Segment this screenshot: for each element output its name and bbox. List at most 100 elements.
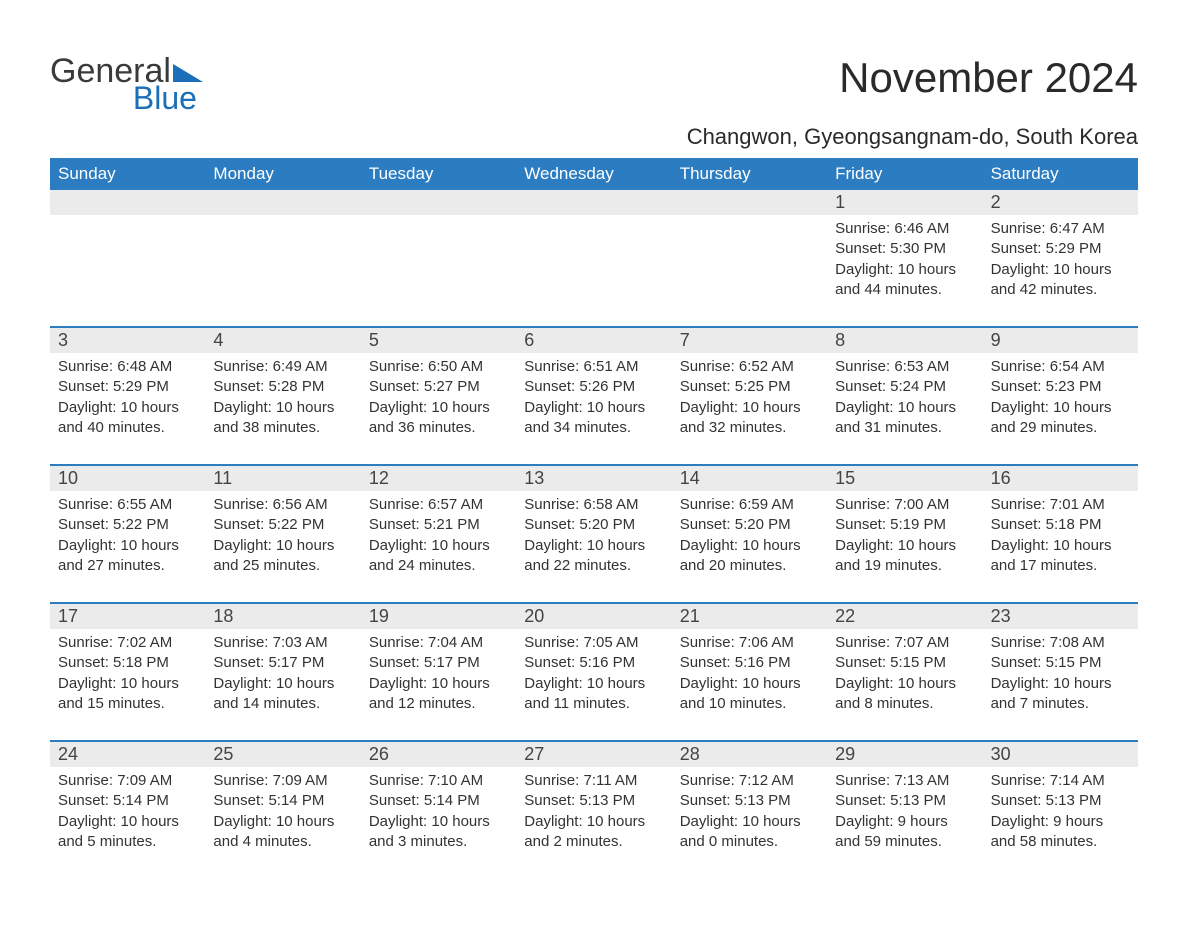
day-number: 7 [672,328,827,353]
day-number: 24 [50,742,205,767]
sunset-line: Sunset: 5:18 PM [58,653,197,673]
location: Changwon, Gyeongsangnam-do, South Korea [50,124,1138,150]
daylight-line: Daylight: 10 hours and 11 minutes. [524,674,663,715]
sunrise-line: Sunrise: 7:05 AM [524,633,663,653]
day-cell [205,215,360,326]
daylight-line: Daylight: 10 hours and 7 minutes. [991,674,1130,715]
day-number: 10 [50,466,205,491]
sunset-line: Sunset: 5:22 PM [213,515,352,535]
sunrise-line: Sunrise: 7:08 AM [991,633,1130,653]
sunrise-line: Sunrise: 6:58 AM [524,495,663,515]
day-number: 22 [827,604,982,629]
sunset-line: Sunset: 5:19 PM [835,515,974,535]
day-cell: Sunrise: 6:51 AMSunset: 5:26 PMDaylight:… [516,353,671,464]
weekday-label: Saturday [983,158,1138,190]
sunrise-line: Sunrise: 6:57 AM [369,495,508,515]
day-number: 27 [516,742,671,767]
day-cell [516,215,671,326]
daylight-line: Daylight: 10 hours and 17 minutes. [991,536,1130,577]
sunrise-line: Sunrise: 7:03 AM [213,633,352,653]
calendar-week: 12Sunrise: 6:46 AMSunset: 5:30 PMDayligh… [50,190,1138,326]
day-number: 9 [983,328,1138,353]
sunrise-line: Sunrise: 7:01 AM [991,495,1130,515]
day-cell: Sunrise: 7:04 AMSunset: 5:17 PMDaylight:… [361,629,516,740]
weekday-header: SundayMondayTuesdayWednesdayThursdayFrid… [50,158,1138,190]
sunset-line: Sunset: 5:22 PM [58,515,197,535]
sunrise-line: Sunrise: 6:49 AM [213,357,352,377]
daynum-row: 3456789 [50,328,1138,353]
daylight-line: Daylight: 10 hours and 19 minutes. [835,536,974,577]
day-cell: Sunrise: 6:55 AMSunset: 5:22 PMDaylight:… [50,491,205,602]
day-number: 5 [361,328,516,353]
daylight-line: Daylight: 10 hours and 15 minutes. [58,674,197,715]
day-number: 15 [827,466,982,491]
day-number: 19 [361,604,516,629]
sunrise-line: Sunrise: 7:11 AM [524,771,663,791]
daylight-line: Daylight: 10 hours and 24 minutes. [369,536,508,577]
daylight-line: Daylight: 10 hours and 34 minutes. [524,398,663,439]
daylight-line: Daylight: 10 hours and 36 minutes. [369,398,508,439]
sunset-line: Sunset: 5:28 PM [213,377,352,397]
sunset-line: Sunset: 5:21 PM [369,515,508,535]
day-cell: Sunrise: 6:53 AMSunset: 5:24 PMDaylight:… [827,353,982,464]
day-cell: Sunrise: 7:14 AMSunset: 5:13 PMDaylight:… [983,767,1138,878]
daylight-line: Daylight: 10 hours and 25 minutes. [213,536,352,577]
sunset-line: Sunset: 5:29 PM [58,377,197,397]
daylight-line: Daylight: 10 hours and 4 minutes. [213,812,352,853]
sunrise-line: Sunrise: 7:02 AM [58,633,197,653]
weekday-label: Sunday [50,158,205,190]
day-number: 13 [516,466,671,491]
sunrise-line: Sunrise: 6:55 AM [58,495,197,515]
daylight-line: Daylight: 10 hours and 5 minutes. [58,812,197,853]
day-number: 14 [672,466,827,491]
day-number [205,190,360,215]
day-cell: Sunrise: 6:54 AMSunset: 5:23 PMDaylight:… [983,353,1138,464]
daylight-line: Daylight: 10 hours and 27 minutes. [58,536,197,577]
sunrise-line: Sunrise: 7:10 AM [369,771,508,791]
daylight-line: Daylight: 10 hours and 8 minutes. [835,674,974,715]
day-cell: Sunrise: 7:08 AMSunset: 5:15 PMDaylight:… [983,629,1138,740]
sunset-line: Sunset: 5:27 PM [369,377,508,397]
day-cell: Sunrise: 7:03 AMSunset: 5:17 PMDaylight:… [205,629,360,740]
sunset-line: Sunset: 5:13 PM [680,791,819,811]
day-cell: Sunrise: 7:09 AMSunset: 5:14 PMDaylight:… [205,767,360,878]
day-cell: Sunrise: 7:11 AMSunset: 5:13 PMDaylight:… [516,767,671,878]
sunrise-line: Sunrise: 6:56 AM [213,495,352,515]
calendar-week: 3456789Sunrise: 6:48 AMSunset: 5:29 PMDa… [50,326,1138,464]
sunrise-line: Sunrise: 6:50 AM [369,357,508,377]
sunrise-line: Sunrise: 6:52 AM [680,357,819,377]
sunset-line: Sunset: 5:16 PM [524,653,663,673]
sunset-line: Sunset: 5:20 PM [680,515,819,535]
sunset-line: Sunset: 5:13 PM [991,791,1130,811]
daynum-row: 24252627282930 [50,742,1138,767]
sunrise-line: Sunrise: 7:12 AM [680,771,819,791]
daylight-line: Daylight: 10 hours and 12 minutes. [369,674,508,715]
weekday-label: Wednesday [516,158,671,190]
sunset-line: Sunset: 5:16 PM [680,653,819,673]
sunrise-line: Sunrise: 6:59 AM [680,495,819,515]
day-number: 17 [50,604,205,629]
sunrise-line: Sunrise: 7:13 AM [835,771,974,791]
day-cell [672,215,827,326]
header: General Blue November 2024 [50,54,1138,114]
day-cell: Sunrise: 7:07 AMSunset: 5:15 PMDaylight:… [827,629,982,740]
day-cell: Sunrise: 7:13 AMSunset: 5:13 PMDaylight:… [827,767,982,878]
day-cell: Sunrise: 7:02 AMSunset: 5:18 PMDaylight:… [50,629,205,740]
day-cell: Sunrise: 6:52 AMSunset: 5:25 PMDaylight:… [672,353,827,464]
day-number: 20 [516,604,671,629]
daylight-line: Daylight: 10 hours and 40 minutes. [58,398,197,439]
calendar-week: 24252627282930Sunrise: 7:09 AMSunset: 5:… [50,740,1138,878]
day-number: 3 [50,328,205,353]
day-number: 28 [672,742,827,767]
day-cell: Sunrise: 6:59 AMSunset: 5:20 PMDaylight:… [672,491,827,602]
month-title: November 2024 [839,54,1138,102]
calendar-week: 17181920212223Sunrise: 7:02 AMSunset: 5:… [50,602,1138,740]
day-cell: Sunrise: 6:49 AMSunset: 5:28 PMDaylight:… [205,353,360,464]
day-cell: Sunrise: 7:06 AMSunset: 5:16 PMDaylight:… [672,629,827,740]
calendar: SundayMondayTuesdayWednesdayThursdayFrid… [50,158,1138,878]
sunrise-line: Sunrise: 6:51 AM [524,357,663,377]
day-cell: Sunrise: 6:48 AMSunset: 5:29 PMDaylight:… [50,353,205,464]
calendar-body: 12Sunrise: 6:46 AMSunset: 5:30 PMDayligh… [50,190,1138,878]
daylight-line: Daylight: 10 hours and 38 minutes. [213,398,352,439]
logo: General Blue [50,54,203,114]
